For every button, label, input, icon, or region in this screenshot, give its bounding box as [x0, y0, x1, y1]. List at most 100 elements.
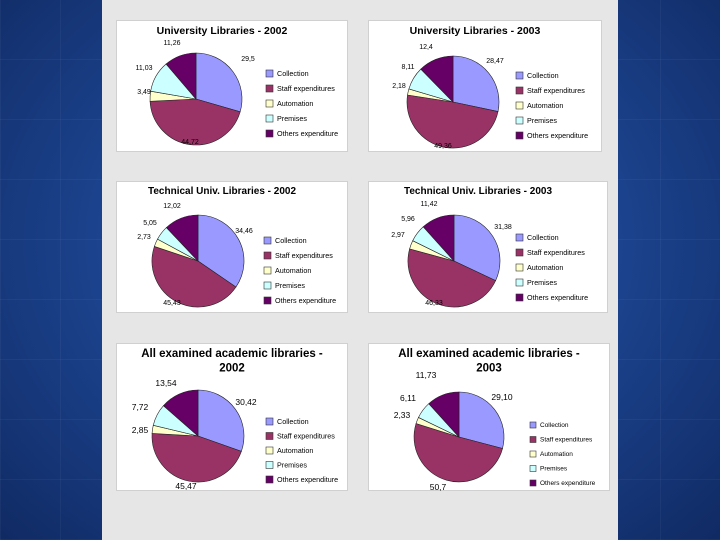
- data-label: 28,47: [486, 58, 504, 65]
- legend-swatch: [263, 236, 272, 245]
- chart-frame: [116, 181, 348, 313]
- legend-swatch: [263, 251, 272, 260]
- data-label: 11,26: [164, 40, 181, 47]
- legend-label: Automation: [275, 266, 311, 275]
- pie-slice-staff-expenditures: [413, 423, 503, 483]
- chart-title: University Libraries - 2003: [410, 25, 541, 37]
- chart-title: All examined academic libraries -: [398, 348, 580, 360]
- data-label: 8,11: [401, 64, 414, 71]
- pie-chart-6: All examined academic libraries - 2003 29,…: [368, 343, 610, 491]
- data-label: 44,72: [181, 139, 199, 146]
- legend-swatch: [515, 131, 524, 140]
- pie-slice-others-expenditure: [165, 52, 197, 100]
- pie-chart-2: University Libraries - 2003 28,47 49,36 2,1…: [368, 20, 602, 152]
- legend-label: Collection: [540, 422, 569, 429]
- legend-swatch: [529, 436, 537, 443]
- chart-title: Technical Univ. Libraries - 2002: [148, 186, 296, 197]
- chart-title: University Libraries - 2002: [157, 25, 288, 37]
- data-label: 7,72: [132, 402, 149, 412]
- pie-slice-others-expenditure: [162, 389, 199, 437]
- legend-swatch: [265, 446, 274, 455]
- data-label: 2,73: [137, 234, 151, 241]
- pie-chart-svg: University Libraries - 2002 29,5 44,72 3,49…: [116, 20, 348, 152]
- data-label: 34,46: [235, 228, 253, 235]
- legend-label: Premises: [275, 281, 305, 290]
- data-label: 13,54: [155, 378, 177, 388]
- legend-swatch: [529, 450, 537, 458]
- data-label: 2,97: [391, 232, 405, 239]
- pie-slice-others-expenditure: [422, 214, 455, 262]
- pie-slice-staff-expenditures: [407, 248, 497, 308]
- pie-slice-collection: [452, 55, 500, 112]
- legend-label: Others expenditure: [277, 129, 338, 138]
- data-label: 12,4: [419, 44, 433, 51]
- legend-label: Automation: [540, 451, 573, 458]
- data-label: 3,49: [137, 89, 151, 96]
- pie-chart-5: All examined academic libraries - 2002 30,…: [116, 343, 348, 491]
- legend-label: Staff expenditures: [277, 432, 335, 441]
- legend-swatch: [265, 114, 274, 123]
- legend-swatch: [529, 479, 537, 487]
- legend-label: Others expenditure: [527, 293, 588, 302]
- legend-swatch: [263, 281, 272, 290]
- legend-swatch: [263, 266, 272, 275]
- legend-label: Others expenditure: [277, 475, 338, 484]
- legend-label: Premises: [540, 466, 568, 473]
- legend-label: Staff expenditures: [527, 86, 585, 95]
- data-label: 49,36: [434, 143, 452, 150]
- legend-label: Automation: [527, 101, 563, 110]
- data-label: 29,5: [241, 56, 255, 63]
- data-label: 11,03: [136, 65, 153, 72]
- data-label: 12,02: [163, 203, 181, 210]
- legend-swatch: [515, 71, 524, 80]
- legend-label: Others expenditure: [275, 296, 336, 305]
- chart-title: Technical Univ. Libraries - 2003: [404, 186, 552, 197]
- legend-swatch: [265, 417, 274, 426]
- pie-slice-staff-expenditures: [149, 98, 241, 146]
- legend-swatch: [515, 278, 524, 287]
- legend-label: Collection: [277, 69, 309, 78]
- legend-swatch: [265, 475, 274, 484]
- legend-label: Staff expenditures: [277, 84, 335, 93]
- legend-label: Others expenditure: [527, 131, 588, 140]
- pie-slice-staff-expenditures: [151, 433, 242, 483]
- legend-label: Automation: [277, 99, 313, 108]
- data-label: 50,7: [430, 482, 447, 491]
- legend-label: Automation: [527, 263, 563, 272]
- chart-frame: [368, 20, 602, 152]
- legend-label: Premises: [527, 278, 557, 287]
- legend-label: Collection: [275, 236, 307, 245]
- data-label: 29,10: [491, 392, 513, 402]
- data-label: 2,33: [394, 410, 411, 420]
- pie-slice-others-expenditure: [428, 391, 460, 438]
- pie-slice-staff-expenditures: [151, 246, 237, 308]
- data-label: 2,85: [132, 425, 149, 435]
- data-label: 31,38: [494, 224, 512, 231]
- pie-chart-3: Technical Univ. Libraries - 2002 34,46 45,…: [116, 181, 348, 313]
- legend-label: Collection: [277, 417, 309, 426]
- data-label: 11,42: [421, 201, 438, 208]
- chart-title: All examined academic libraries -: [141, 348, 323, 360]
- chart-frame: [368, 181, 608, 313]
- legend-swatch: [265, 129, 274, 138]
- pie-chart-svg: Technical Univ. Libraries - 2002 34,46 45,…: [116, 181, 348, 313]
- pie-slice-collection: [453, 214, 501, 281]
- legend-swatch: [515, 248, 524, 257]
- legend-swatch: [265, 99, 274, 108]
- legend-label: Premises: [277, 114, 307, 123]
- legend-swatch: [265, 432, 274, 440]
- data-label: 46,33: [425, 300, 443, 307]
- legend-swatch: [529, 465, 537, 472]
- legend-label: Collection: [527, 71, 559, 80]
- legend-swatch: [265, 84, 274, 93]
- chart-frame: [116, 20, 348, 152]
- pie-chart-1: University Libraries - 2002 29,5 44,72 3,49…: [116, 20, 348, 152]
- legend-swatch: [515, 263, 524, 272]
- legend-swatch: [529, 421, 537, 429]
- pie-chart-4: Technical Univ. Libraries - 2003 31,38 46,…: [368, 181, 608, 313]
- data-label: 6,11: [400, 393, 416, 403]
- pie-chart-svg: All examined academic libraries - 2002 30,…: [116, 343, 348, 491]
- chart-frame: [368, 343, 610, 491]
- legend-label: Collection: [527, 233, 559, 242]
- pie-chart-svg: Technical Univ. Libraries - 2003 31,38 46,…: [368, 181, 608, 313]
